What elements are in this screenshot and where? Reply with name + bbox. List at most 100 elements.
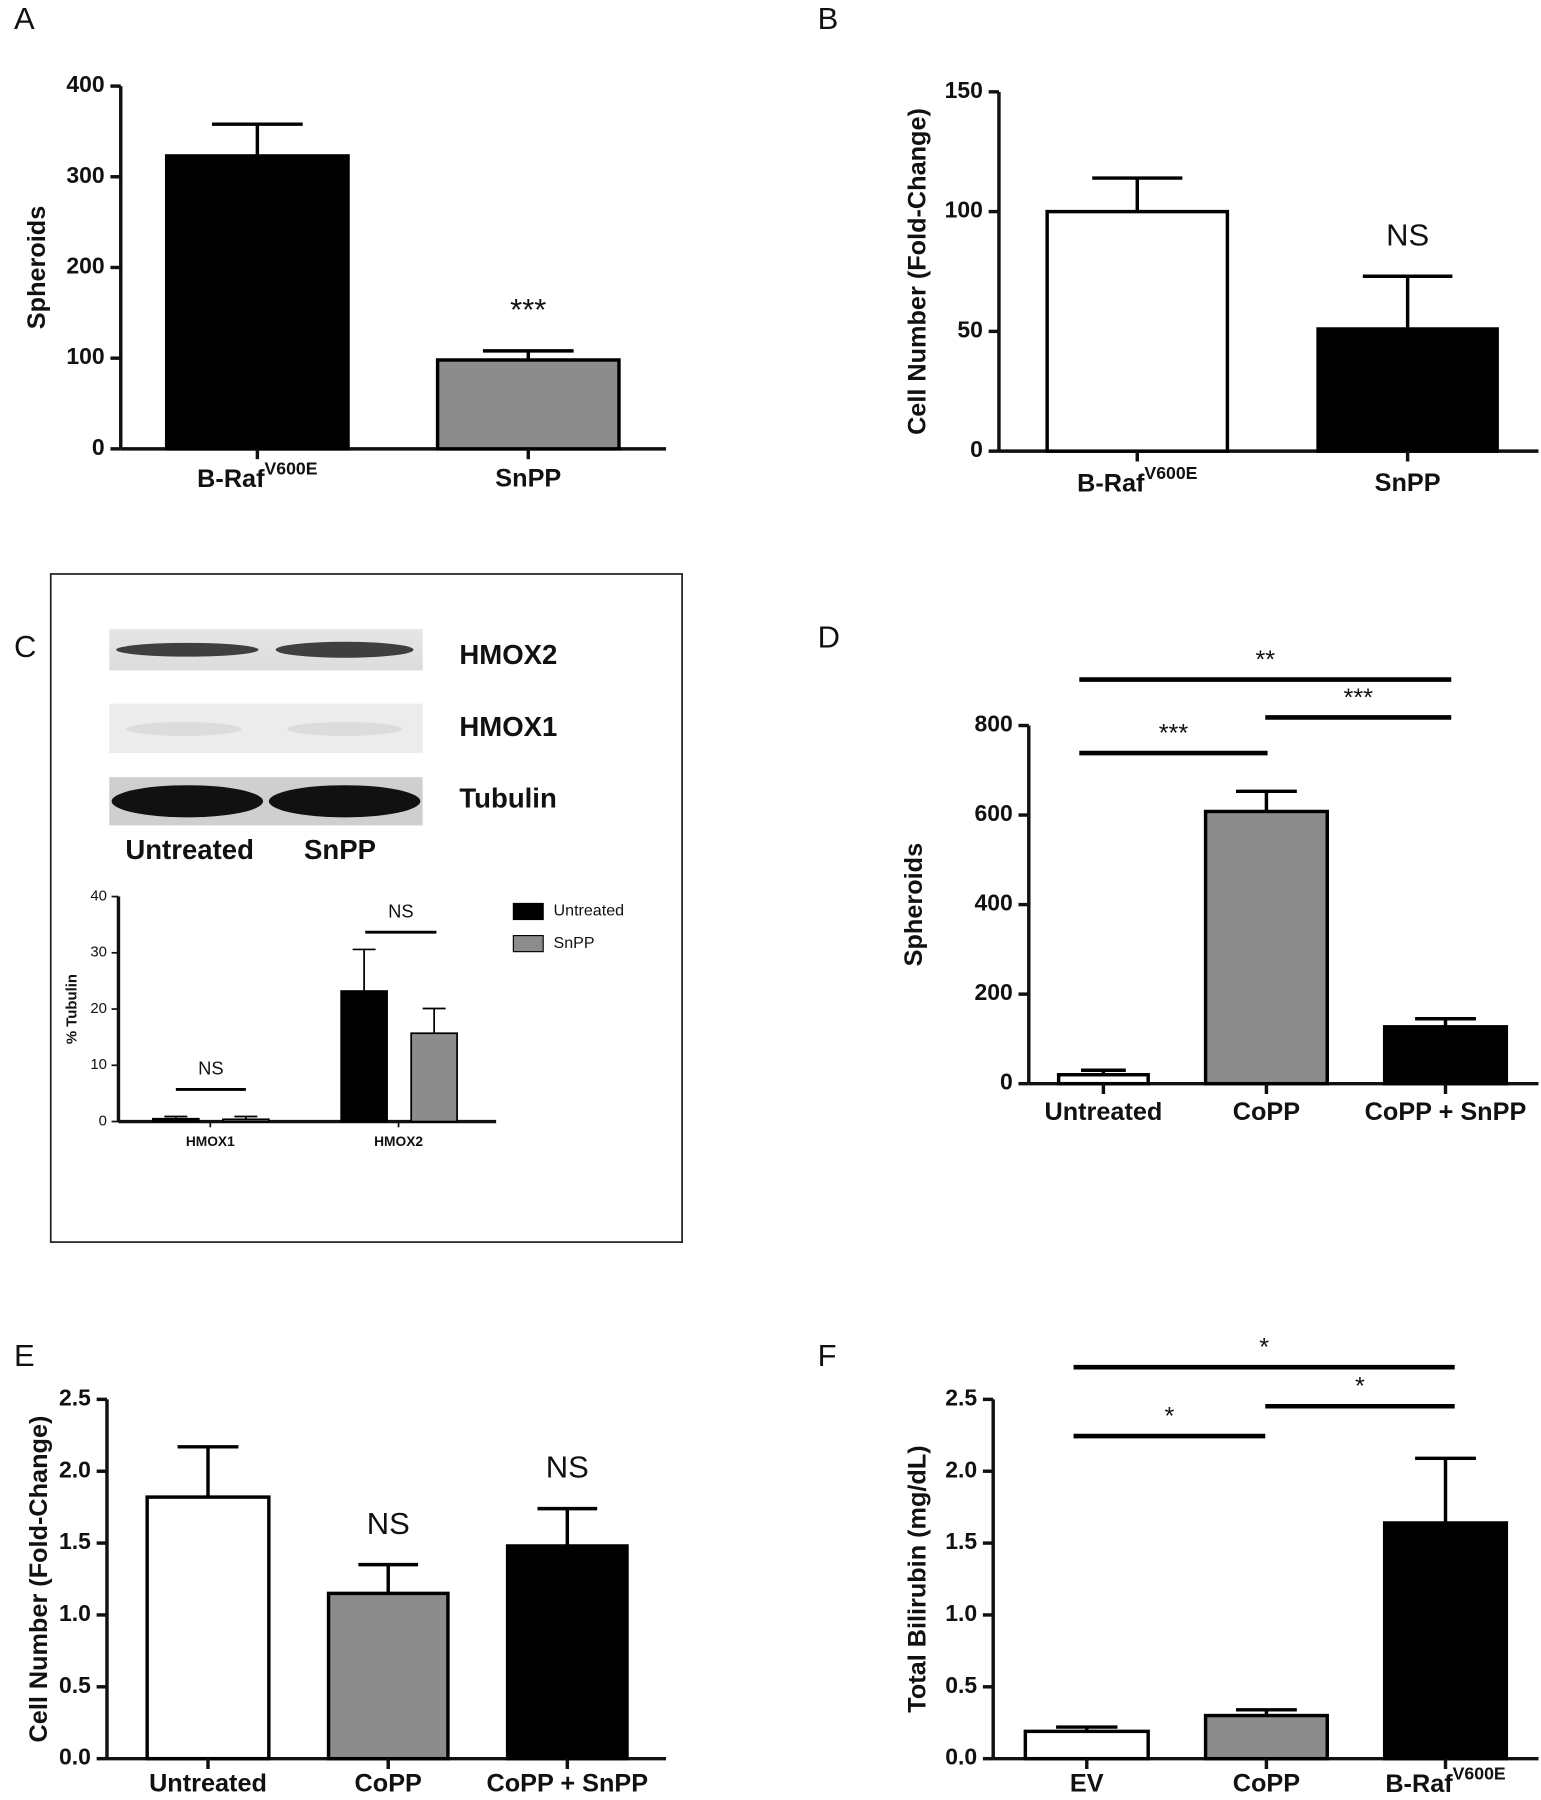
y-tick-label: 1.0 bbox=[945, 1600, 977, 1626]
y-tick-label: 0 bbox=[99, 1112, 107, 1129]
bar bbox=[145, 1495, 271, 1761]
significance-label: NS bbox=[198, 1058, 224, 1079]
error-bar bbox=[352, 948, 376, 992]
panel-label: D bbox=[818, 620, 840, 655]
x-tick-label: SnPP bbox=[1375, 469, 1441, 497]
y-tick-label: 200 bbox=[974, 979, 1012, 1005]
bar bbox=[1045, 209, 1230, 453]
y-tick-label: 2.5 bbox=[59, 1384, 91, 1410]
error-bar bbox=[1092, 176, 1183, 212]
y-tick-label: 150 bbox=[945, 77, 983, 103]
y-tick-label: 400 bbox=[974, 890, 1012, 916]
y-tick-label: 0.5 bbox=[59, 1672, 91, 1698]
bar bbox=[1203, 809, 1329, 1086]
y-tick-label: 0.0 bbox=[945, 1744, 977, 1770]
y-tick-label: 10 bbox=[90, 1056, 107, 1073]
y-tick-label: 0.5 bbox=[945, 1672, 977, 1698]
bar bbox=[410, 1032, 458, 1123]
panel-label: C bbox=[14, 629, 36, 664]
category-base: B-Raf bbox=[1385, 1770, 1453, 1798]
y-axis-label: Cell Number (Fold-Change) bbox=[25, 1416, 53, 1743]
y-tick-label: 2.5 bbox=[945, 1384, 977, 1410]
blot-band-label: HMOX1 bbox=[459, 711, 557, 742]
error-bar bbox=[537, 1506, 598, 1546]
bar bbox=[1023, 1729, 1150, 1761]
bar bbox=[164, 154, 350, 451]
bar bbox=[505, 1544, 629, 1761]
blot-band-label: HMOX2 bbox=[459, 639, 557, 670]
significance-label: * bbox=[1259, 1334, 1269, 1362]
y-axis-label: % Tubulin bbox=[63, 974, 80, 1044]
y-tick-label: 20 bbox=[90, 1000, 107, 1017]
bar bbox=[1203, 1713, 1329, 1761]
category-base: B-Raf bbox=[1077, 469, 1145, 497]
y-tick-label: 100 bbox=[945, 197, 983, 223]
panel-label: A bbox=[14, 1, 35, 36]
significance-label: * bbox=[1165, 1402, 1175, 1430]
bar-chart: 0.0 0.5 1.0 1.5 2.0 2.5 Total Bilirubin (mg/dL… bbox=[818, 1334, 1539, 1798]
x-tick-label: EV bbox=[1070, 1770, 1104, 1798]
blot-band-label: Tubulin bbox=[459, 782, 556, 813]
bar bbox=[326, 1591, 450, 1761]
x-tick-label: CoPP + SnPP bbox=[1365, 1098, 1527, 1126]
y-tick-label: 600 bbox=[974, 800, 1012, 826]
panel-label: B bbox=[818, 1, 839, 36]
y-tick-label: 2.0 bbox=[59, 1456, 91, 1482]
blot-lane-label: SnPP bbox=[304, 834, 376, 865]
legend-swatch bbox=[512, 935, 544, 953]
y-tick-label: 30 bbox=[90, 944, 107, 961]
y-tick-label: 800 bbox=[974, 711, 1012, 737]
bar-chart: 0 200 400 600 800 Spheroids D Untreated CoPP CoPP… bbox=[818, 620, 1539, 1126]
panel-label: E bbox=[14, 1338, 35, 1373]
error-bar bbox=[358, 1562, 419, 1594]
significance-label: NS bbox=[367, 1506, 410, 1541]
x-tick-label: B-RafV600E bbox=[1385, 1763, 1506, 1797]
y-axis-label: Spheroids bbox=[900, 843, 928, 966]
significance-label: NS bbox=[1386, 217, 1429, 252]
panel-c-frame bbox=[49, 573, 683, 1243]
grouped-bar-chart: HMOX2 HMOX1 Tubulin Untreated SnPP 0 10 20 30 40%… bbox=[14, 629, 624, 1149]
x-tick-label: B-RafV600E bbox=[1077, 463, 1198, 497]
category-base: B-Raf bbox=[197, 465, 265, 493]
significance-label: *** bbox=[1159, 719, 1189, 747]
blot-lane-label: Untreated bbox=[125, 834, 254, 865]
y-axis-label: Spheroids bbox=[23, 206, 51, 329]
x-tick-label: B-RafV600E bbox=[197, 458, 318, 492]
y-tick-label: 0 bbox=[970, 436, 983, 462]
significance-label: *** bbox=[1344, 684, 1374, 712]
error-bar bbox=[422, 1007, 446, 1034]
error-bar bbox=[1362, 274, 1453, 329]
y-tick-label: 0.0 bbox=[59, 1744, 91, 1770]
panel-label: F bbox=[818, 1338, 837, 1373]
x-tick-label: CoPP bbox=[1233, 1770, 1300, 1798]
legend-label: Untreated bbox=[554, 902, 625, 920]
significance-label: NS bbox=[546, 1450, 589, 1485]
bar-chart: 0 50 100 150 Cell Number (Fold-Change) B B-Raf… bbox=[818, 1, 1539, 497]
y-tick-label: 300 bbox=[66, 162, 104, 188]
y-tick-label: 400 bbox=[66, 71, 104, 97]
bar bbox=[1382, 1521, 1509, 1761]
error-bar bbox=[1235, 789, 1297, 812]
legend-swatch bbox=[512, 902, 544, 921]
x-tick-label: CoPP + SnPP bbox=[486, 1770, 648, 1798]
bar bbox=[152, 1117, 200, 1123]
significance-label: *** bbox=[510, 292, 546, 327]
western-blot bbox=[109, 629, 423, 826]
significance-label: ** bbox=[1255, 646, 1275, 674]
x-tick-label: CoPP bbox=[1233, 1098, 1300, 1126]
bar bbox=[222, 1118, 270, 1123]
y-tick-label: 200 bbox=[66, 253, 104, 279]
significance-label: NS bbox=[388, 900, 414, 921]
y-axis-label: Total Bilirubin (mg/dL) bbox=[903, 1445, 931, 1712]
y-tick-label: 1.0 bbox=[59, 1600, 91, 1626]
x-tick-label: HMOX1 bbox=[186, 1134, 235, 1149]
category-superscript: V600E bbox=[1144, 463, 1197, 483]
significance-label: * bbox=[1355, 1373, 1365, 1401]
category-superscript: V600E bbox=[265, 458, 318, 478]
y-tick-label: 2.0 bbox=[945, 1456, 977, 1482]
bar-chart: 0 100 200 300 400 Spheroids A B-RafV600E SnPP *** bbox=[14, 1, 667, 493]
bar bbox=[435, 358, 621, 451]
